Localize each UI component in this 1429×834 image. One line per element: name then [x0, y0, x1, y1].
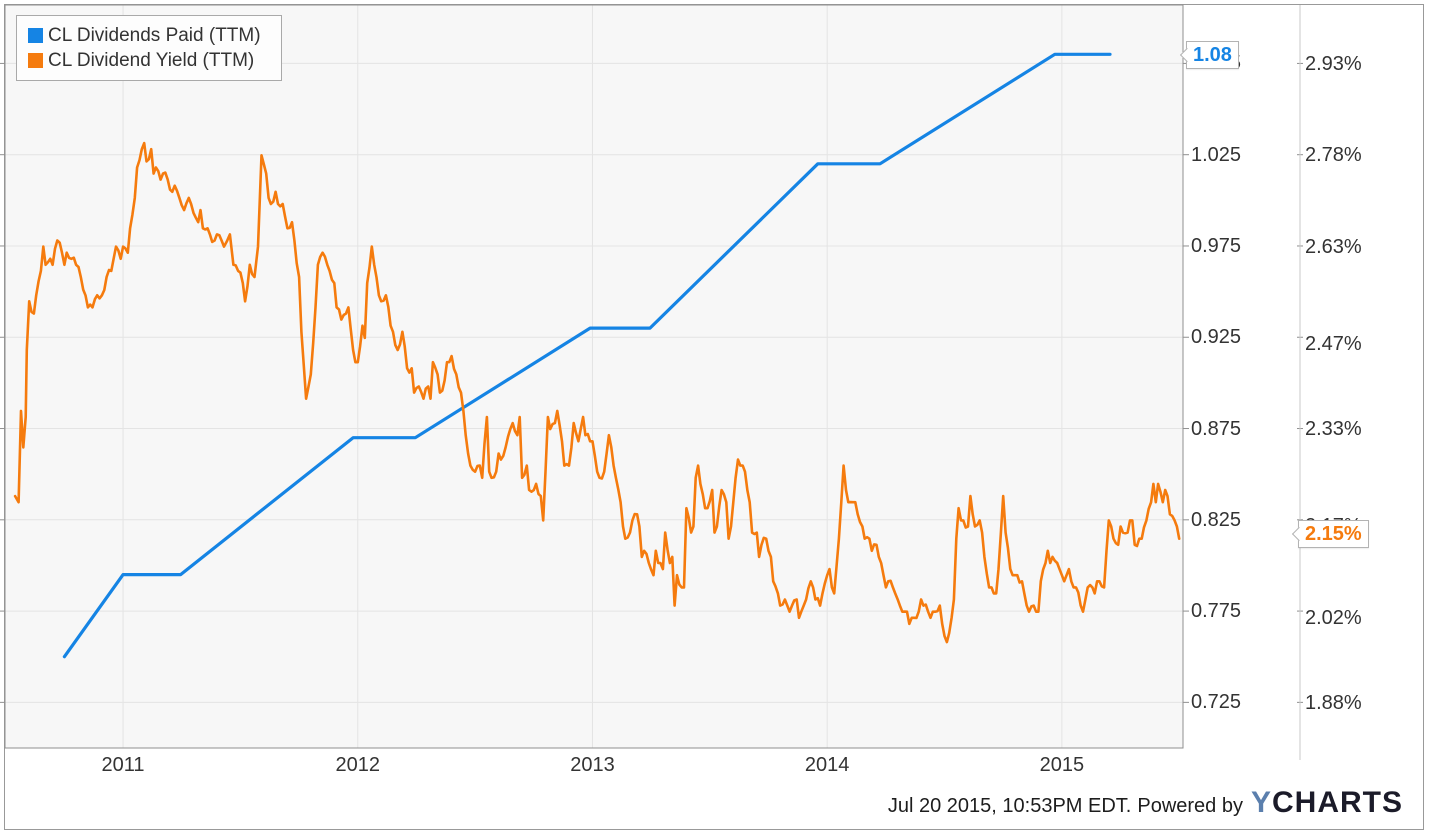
legend-swatch-orange-icon — [28, 53, 43, 68]
ycharts-logo-y: Y — [1250, 786, 1272, 819]
chart-footer: Jul 20 2015, 10:53PM EDT. Powered by Y C… — [888, 788, 1403, 818]
last-value-badge-dividend-yield: 2.15% — [1291, 520, 1369, 548]
badge-value: 1.08 — [1193, 44, 1232, 66]
legend-item-dividends-paid: CL Dividends Paid (TTM) — [28, 23, 271, 48]
legend-label: CL Dividends Paid (TTM) — [48, 24, 261, 46]
badge-value: 2.15% — [1305, 523, 1362, 545]
chart-legend: CL Dividends Paid (TTM) CL Dividend Yiel… — [16, 15, 282, 81]
series-line-dividends-paid — [62, 52, 1112, 659]
last-value-badge-dividends-paid: 1.08 — [1179, 41, 1239, 69]
plot-border — [4, 4, 1184, 749]
ycharts-logo: Y CHARTS — [1251, 788, 1403, 818]
powered-by-text: Powered by — [1137, 795, 1243, 817]
timestamp: Jul 20 2015, 10:53PM EDT. — [887, 795, 1132, 817]
legend-label: CL Dividend Yield (TTM) — [48, 49, 255, 71]
legend-swatch-blue-icon — [28, 28, 43, 43]
plot-background — [5, 5, 1183, 748]
series-line-dividend-yield — [13, 141, 1181, 644]
legend-item-dividend-yield: CL Dividend Yield (TTM) — [28, 48, 271, 73]
ycharts-logo-charts: CHARTS — [1272, 786, 1403, 819]
